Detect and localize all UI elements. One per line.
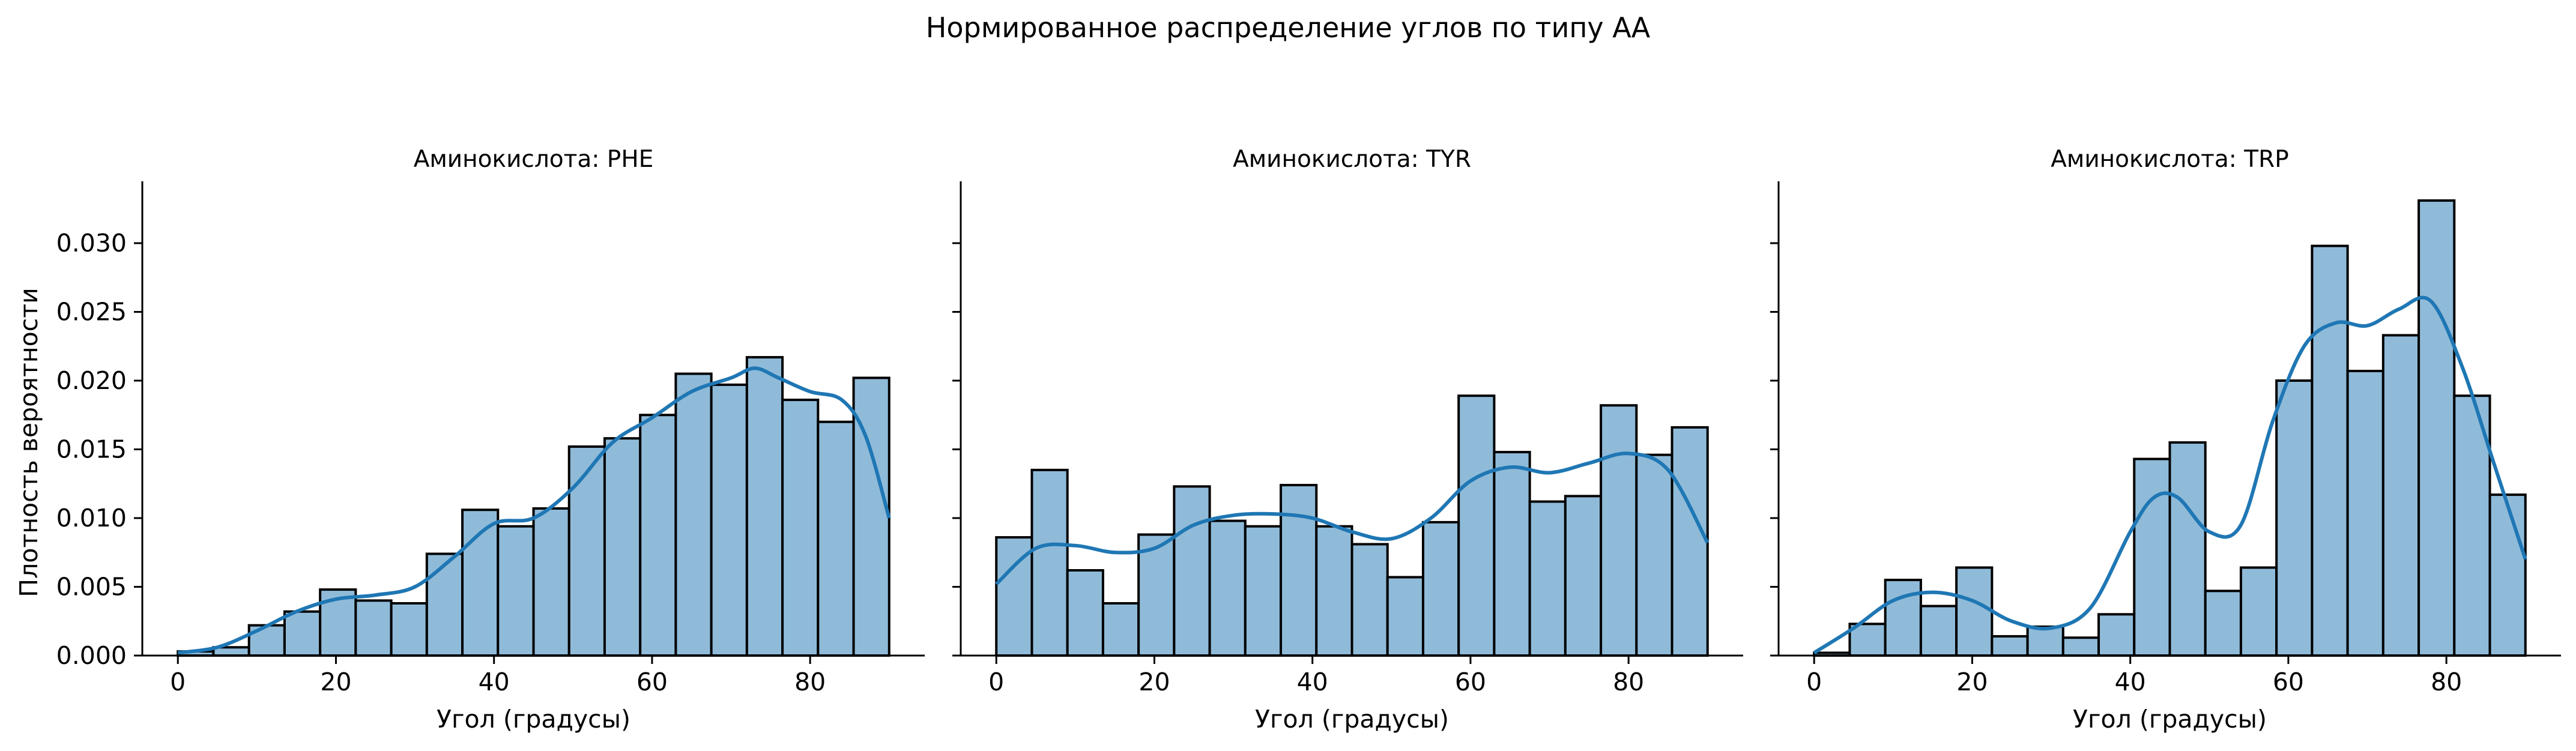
histogram-bar [1066, 569, 1104, 657]
histogram-bar [1173, 485, 1211, 657]
x-tick-label: 40 [479, 668, 510, 696]
x-tick-label: 20 [320, 668, 351, 696]
x-tick-label: 20 [1138, 668, 1170, 696]
y-tick-label: 0.020 [56, 366, 127, 395]
panel-3: 0 20 40 60 80 Аминокислота: TRP Угол (градусы) [1770, 146, 2561, 734]
kde-curve [1813, 295, 2527, 654]
x-tick-label: 20 [1956, 668, 1988, 696]
histogram-bar [1919, 605, 1958, 657]
figure-suptitle: Нормированное распределение углов по тип… [926, 11, 1651, 44]
histogram-bar [1528, 500, 1567, 657]
x-tick-label: 60 [636, 668, 668, 696]
histogram-bar [1030, 468, 1069, 657]
y-axis-label: Плотность вероятности [14, 288, 43, 597]
panel-1: 0 20 40 60 80 0.000 0.005 0.010 0.015 0.020 0.025 0… [56, 146, 925, 734]
histogram-bar [1386, 576, 1424, 657]
x-tick-label: 80 [794, 668, 826, 696]
histogram-bar [1670, 426, 1709, 657]
histogram-bar [710, 383, 748, 657]
x-tick-label: 0 [988, 668, 1004, 696]
x-tick-label: 0 [170, 668, 186, 696]
histogram-bar [2453, 394, 2491, 657]
histogram-bar [1493, 451, 1531, 657]
histogram-bar [639, 414, 677, 657]
kde-curve [995, 451, 1710, 586]
x-tick-label: 0 [1806, 668, 1822, 696]
histogram-bar [2097, 613, 2136, 657]
histogram-bar [1991, 635, 2029, 657]
histogram-bar [2204, 590, 2242, 657]
x-tick-label: 40 [2115, 668, 2146, 696]
histogram-bar [1280, 484, 1318, 657]
histogram-bar [2417, 199, 2456, 657]
histogram-bar [283, 610, 322, 657]
histogram-bar [1848, 623, 1887, 657]
histogram-bar [1600, 404, 1638, 657]
histogram-bar [2061, 636, 2100, 657]
histogram-bar [247, 624, 286, 657]
x-axis-label: Угол (градусы) [2073, 705, 2267, 734]
histogram-bar [1137, 533, 1176, 657]
histogram-bar [1635, 453, 1673, 657]
x-tick-label: 40 [1297, 668, 1328, 696]
histogram-bar [1564, 495, 1603, 657]
x-tick-label: 80 [2431, 668, 2462, 696]
histogram-bar [354, 599, 393, 657]
histogram-bar [1457, 394, 1496, 657]
panel-title: Аминокислота: PHE [414, 146, 654, 173]
histogram-bar [2381, 334, 2420, 657]
histogram-bar [2026, 625, 2064, 657]
x-tick-label: 60 [1455, 668, 1486, 696]
y-tick-label: 0.010 [56, 504, 127, 532]
histogram-bar [532, 507, 570, 657]
histogram-bar [390, 602, 428, 657]
histogram-bar [2488, 493, 2527, 657]
histogram-bar [1350, 543, 1389, 657]
histogram-bar [2239, 566, 2278, 657]
histogram-bar [817, 420, 855, 657]
histogram-bar [745, 356, 784, 657]
x-axis-label: Угол (градусы) [437, 705, 630, 734]
histogram-bar [1101, 602, 1140, 657]
histogram-bar [2133, 457, 2171, 657]
y-tick-label: 0.030 [56, 229, 127, 258]
histogram-bar [425, 552, 464, 657]
histogram-bar [2275, 379, 2314, 657]
histogram-bar [497, 525, 535, 657]
y-tick-label: 0.005 [56, 573, 127, 602]
x-tick-label: 60 [2273, 668, 2304, 696]
histogram-bar [1315, 525, 1353, 657]
histogram-bar [1208, 519, 1247, 657]
panels: 0 20 40 60 80 0.000 0.005 0.010 0.015 0.020 0.025 0… [56, 146, 2561, 734]
histogram-bar [2311, 244, 2349, 657]
x-tick-label: 80 [1613, 668, 1644, 696]
y-tick-label: 0.015 [56, 435, 127, 464]
y-tick-label: 0.025 [56, 298, 127, 327]
x-axis-label: Угол (градусы) [1255, 705, 1449, 734]
histogram-bar [567, 445, 606, 657]
y-tick-label: 0.000 [56, 641, 127, 670]
panel-title: Аминокислота: TRP [2051, 146, 2289, 173]
histogram-bar [2168, 441, 2207, 657]
histogram-bar [1244, 525, 1283, 657]
kde-curve [177, 366, 891, 655]
histogram-bar [2346, 370, 2384, 657]
histogram-bar [1955, 566, 1994, 657]
histogram-bar [674, 372, 713, 657]
panel-2: 0 20 40 60 80 Аминокислота: TYR Угол (градусы) [952, 146, 1743, 734]
histogram-bar [1884, 579, 1922, 657]
histogram-bar [1421, 520, 1460, 657]
histogram-bar [781, 399, 820, 657]
histogram-bar [603, 437, 642, 657]
panel-title: Аминокислота: TYR [1233, 146, 1471, 173]
